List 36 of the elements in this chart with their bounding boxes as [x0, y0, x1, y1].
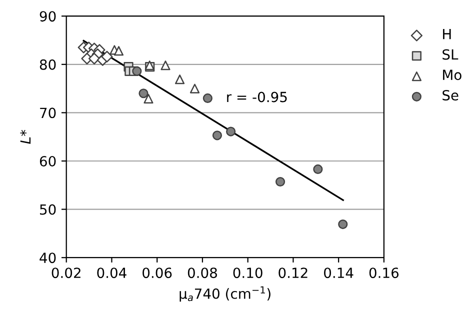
point	[226, 126, 236, 136]
x-tick-label: 0.08	[188, 268, 217, 278]
legend-label: SL	[442, 49, 458, 60]
y-tick-label: 60	[40, 156, 56, 166]
point	[160, 60, 170, 70]
x-tick-label: 0.04	[97, 268, 126, 278]
y-tick-label: 40	[40, 252, 56, 264]
x-tick-label: 0.06	[142, 268, 172, 278]
point	[212, 130, 222, 140]
x-tick-label: 0.02	[52, 268, 80, 278]
point	[101, 50, 113, 62]
x-axis-title: μ$_{a}$740 (cm$^{−1}$)	[180, 286, 270, 302]
point	[88, 52, 100, 64]
y-tick-label: 90	[40, 11, 56, 22]
y-tick-label: 80	[40, 59, 56, 70]
annotation: r = -0.95	[227, 92, 287, 102]
x-tick-label: 0.12	[278, 268, 308, 278]
x-tick-label: 0.16	[369, 268, 399, 278]
legend-label: Mo	[443, 70, 462, 80]
point	[114, 46, 124, 56]
y-axis-title: L*	[20, 130, 31, 144]
point	[138, 88, 148, 98]
point	[313, 164, 323, 174]
x-tick-label: 0.10	[233, 268, 262, 278]
legend-label: H	[443, 29, 451, 40]
point	[275, 176, 286, 187]
point	[338, 219, 348, 230]
point	[190, 84, 200, 94]
point	[202, 93, 212, 103]
point	[144, 94, 154, 104]
point	[132, 66, 142, 76]
y-tick-label: 70	[40, 108, 56, 118]
legend-label: Se	[442, 90, 458, 101]
x-tick-label: 0.14	[324, 268, 354, 278]
point	[174, 74, 185, 84]
y-tick-label: 50	[40, 204, 56, 215]
